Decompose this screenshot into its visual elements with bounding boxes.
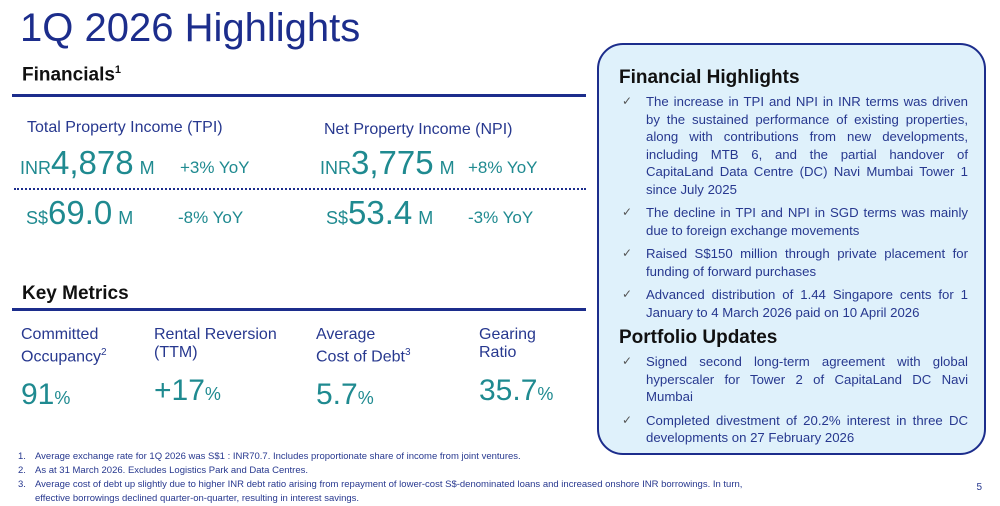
footnote-ref: 3 — [404, 347, 411, 358]
unit: M — [118, 208, 134, 228]
amount: 69.0 — [48, 194, 113, 231]
list-item-text: Completed divestment of 20.2% interest i… — [646, 412, 968, 446]
list-item-text: The decline in TPI and NPI in SGD terms … — [646, 205, 968, 238]
highlights-panel: Financial Highlights ✓ The increase in TP… — [597, 43, 986, 455]
metric-number: 91 — [21, 378, 55, 412]
metric-label-line1: Rental Reversion — [154, 326, 277, 343]
list-item: ✓ Advanced distribution of 1.44 Singapore… — [619, 286, 968, 321]
metric-occupancy: Committed Occupancy2 91% — [21, 326, 107, 412]
key-metrics-heading: Key Metrics — [22, 283, 129, 304]
tpi-sgd-value: S$69.0 M — [26, 194, 133, 232]
financials-heading-text: Financials — [22, 64, 115, 86]
footnote: 3. Average cost of debt up slightly due t… — [18, 478, 778, 506]
metric-suffix: % — [204, 384, 221, 404]
footnote-number: 1. — [18, 451, 26, 462]
footnote: 1. Average exchange rate for 1Q 2026 was … — [18, 450, 778, 464]
metric-number: +17 — [154, 374, 205, 407]
check-icon: ✓ — [622, 94, 633, 108]
check-icon: ✓ — [622, 412, 633, 427]
currency: S$ — [26, 208, 49, 228]
footnote-text: As at 31 March 2026. Excludes Logistics … — [35, 465, 308, 476]
currency: INR — [320, 158, 351, 178]
check-icon: ✓ — [622, 246, 633, 260]
tpi-label: Total Property Income (TPI) — [27, 119, 223, 136]
list-item: ✓ The increase in TPI and NPI in INR term… — [619, 93, 968, 198]
footnote-number: 3. — [18, 479, 26, 490]
portfolio-updates-list: ✓ Signed second long-term agreement with … — [619, 353, 968, 447]
amount: 4,878 — [51, 144, 134, 181]
metric-value: 5.7% — [316, 378, 411, 412]
npi-sgd-yoy: -3% YoY — [468, 208, 534, 227]
list-item: ✓ Completed divestment of 20.2% interest … — [619, 412, 968, 447]
footnote-text: Average cost of debt up slightly due to … — [35, 479, 743, 504]
list-item: ✓ The decline in TPI and NPI in SGD terms… — [619, 204, 968, 239]
unit: M — [439, 158, 455, 178]
financials-heading: Financials1 — [22, 64, 121, 86]
metric-label: Gearing Ratio — [479, 326, 553, 362]
check-icon: ✓ — [622, 354, 633, 368]
unit: M — [418, 208, 434, 228]
financials-rule — [12, 94, 586, 97]
check-icon: ✓ — [622, 205, 633, 219]
npi-inr-yoy: +8% YoY — [468, 158, 538, 177]
tpi-inr-yoy: +3% YoY — [180, 158, 250, 177]
metric-cost-of-debt: Average Cost of Debt3 5.7% — [316, 326, 411, 412]
currency: S$ — [326, 208, 349, 228]
list-item-text: Raised S$150 million through private pla… — [646, 246, 968, 279]
metric-label-line1: Gearing — [479, 326, 536, 343]
page-title: 1Q 2026 Highlights — [20, 6, 361, 50]
amount: 3,775 — [351, 144, 434, 181]
metric-number: 35.7 — [479, 374, 538, 407]
list-item-text: Signed second long-term agreement with g… — [646, 354, 968, 404]
financial-highlights-heading: Financial Highlights — [619, 67, 800, 88]
metric-label-line2: Ratio — [479, 344, 517, 361]
financial-highlights-list: ✓ The increase in TPI and NPI in INR term… — [619, 93, 968, 321]
metric-label-line2: (TTM) — [154, 344, 198, 361]
metric-rental-reversion: Rental Reversion (TTM) +17% — [154, 326, 277, 408]
npi-inr-value: INR3,775 M — [320, 144, 455, 182]
amount: 53.4 — [348, 194, 413, 231]
list-item: ✓ Raised S$150 million through private pl… — [619, 245, 968, 280]
currency: INR — [20, 158, 51, 178]
metric-label-line2: Cost of Debt — [316, 348, 405, 366]
footnote-number: 2. — [18, 465, 26, 476]
metric-label-line1: Average — [316, 326, 376, 343]
metric-label: Rental Reversion (TTM) — [154, 326, 277, 362]
unit: M — [139, 158, 155, 178]
list-item-text: The increase in TPI and NPI in INR terms… — [646, 94, 968, 197]
footnote-ref: 2 — [101, 347, 107, 358]
footnotes: 1. Average exchange rate for 1Q 2026 was … — [18, 450, 778, 506]
metric-suffix: % — [537, 384, 554, 404]
npi-sgd-value: S$53.4 M — [326, 194, 433, 232]
metric-value: 35.7% — [479, 374, 553, 408]
metric-value: 91% — [21, 378, 107, 412]
metric-gearing: Gearing Ratio 35.7% — [479, 326, 553, 408]
dotted-divider — [14, 188, 586, 190]
footnote-ref: 1 — [114, 64, 122, 76]
metric-label-line2: Occupancy — [21, 348, 102, 366]
footnote: 2. As at 31 March 2026. Excludes Logistic… — [18, 464, 778, 478]
key-metrics-rule — [12, 308, 586, 311]
list-item-text: Advanced distribution of 1.44 Singapore … — [646, 287, 968, 320]
npi-label: Net Property Income (NPI) — [324, 121, 513, 138]
portfolio-updates-heading: Portfolio Updates — [619, 327, 778, 348]
metric-label-line1: Committed — [21, 326, 99, 343]
metric-value: +17% — [154, 374, 277, 408]
tpi-sgd-yoy: -8% YoY — [178, 208, 244, 227]
metric-label: Committed Occupancy2 — [21, 326, 107, 366]
footnote-text: Average exchange rate for 1Q 2026 was S$… — [35, 451, 521, 462]
metric-suffix: % — [357, 388, 374, 409]
list-item: ✓ Signed second long-term agreement with … — [619, 353, 968, 406]
tpi-inr-value: INR4,878 M — [20, 144, 155, 182]
metric-number: 5.7 — [316, 378, 358, 412]
metric-suffix: % — [54, 388, 71, 409]
page-number: 5 — [976, 482, 982, 493]
check-icon: ✓ — [622, 287, 633, 301]
metric-label: Average Cost of Debt3 — [316, 326, 411, 366]
